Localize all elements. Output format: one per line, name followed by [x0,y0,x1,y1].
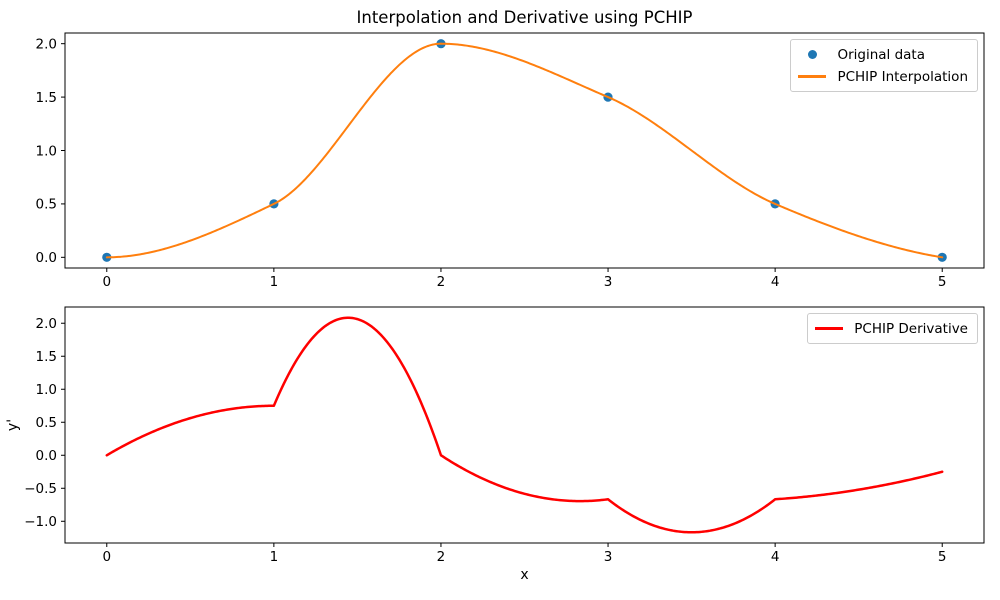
x-tick-label: 2 [437,274,446,290]
y-tick-label: 0.0 [36,448,57,464]
axes-frame-bottom [64,306,985,544]
y-tick-label: 0.5 [36,415,57,431]
legend-bottom: PCHIP Derivative [807,313,978,344]
pchip-interpolation-line-icon [798,75,827,78]
x-tick-label: 4 [771,549,780,565]
y-tick-label: 0.0 [36,250,57,266]
y-axis-label: y' [5,418,21,432]
x-tick-label: 1 [270,274,279,290]
legend-top: Original data PCHIP Interpolation [790,39,978,92]
legend-entry-original-data: Original data [798,45,968,64]
legend-label-original-data: Original data [837,46,925,63]
pchip-derivative-line-icon [815,327,844,330]
axes-background-bottom [65,307,984,543]
x-axis-label: x [520,567,529,583]
x-tick-label: 3 [604,549,613,565]
y-tick-label: −0.5 [24,481,57,497]
x-tick-label: 3 [604,274,613,290]
original-data-marker-icon [807,50,817,59]
pchip-curve [105,42,944,259]
y-tick-label: 0.5 [36,197,57,213]
legend-label-pchip-derivative: PCHIP Derivative [854,320,968,337]
x-tick-label: 5 [938,274,947,290]
legend-entry-pchip-derivative: PCHIP Derivative [815,319,968,338]
x-tick-label: 4 [771,274,780,290]
chart-title: Interpolation and Derivative using PCHIP [356,8,693,27]
legend-entry-pchip-interpolation: PCHIP Interpolation [798,67,968,86]
x-tick-label: 0 [102,274,111,290]
y-tick-label: 2.0 [36,316,57,332]
x-tick-label: 2 [437,549,446,565]
x-tick-label: 5 [938,549,947,565]
legend-label-pchip-interpolation: PCHIP Interpolation [837,68,968,85]
x-tick-label: 0 [102,549,111,565]
y-tick-label: 1.0 [36,382,57,398]
y-tick-label: 1.0 [36,143,57,159]
y-tick-label: 1.5 [36,349,57,365]
y-tick-label: −1.0 [24,514,57,530]
y-tick-label: 2.0 [36,36,57,52]
pchip-derivative-curve [105,316,944,534]
y-tick-label: 1.5 [36,90,57,106]
x-tick-label: 1 [270,549,279,565]
